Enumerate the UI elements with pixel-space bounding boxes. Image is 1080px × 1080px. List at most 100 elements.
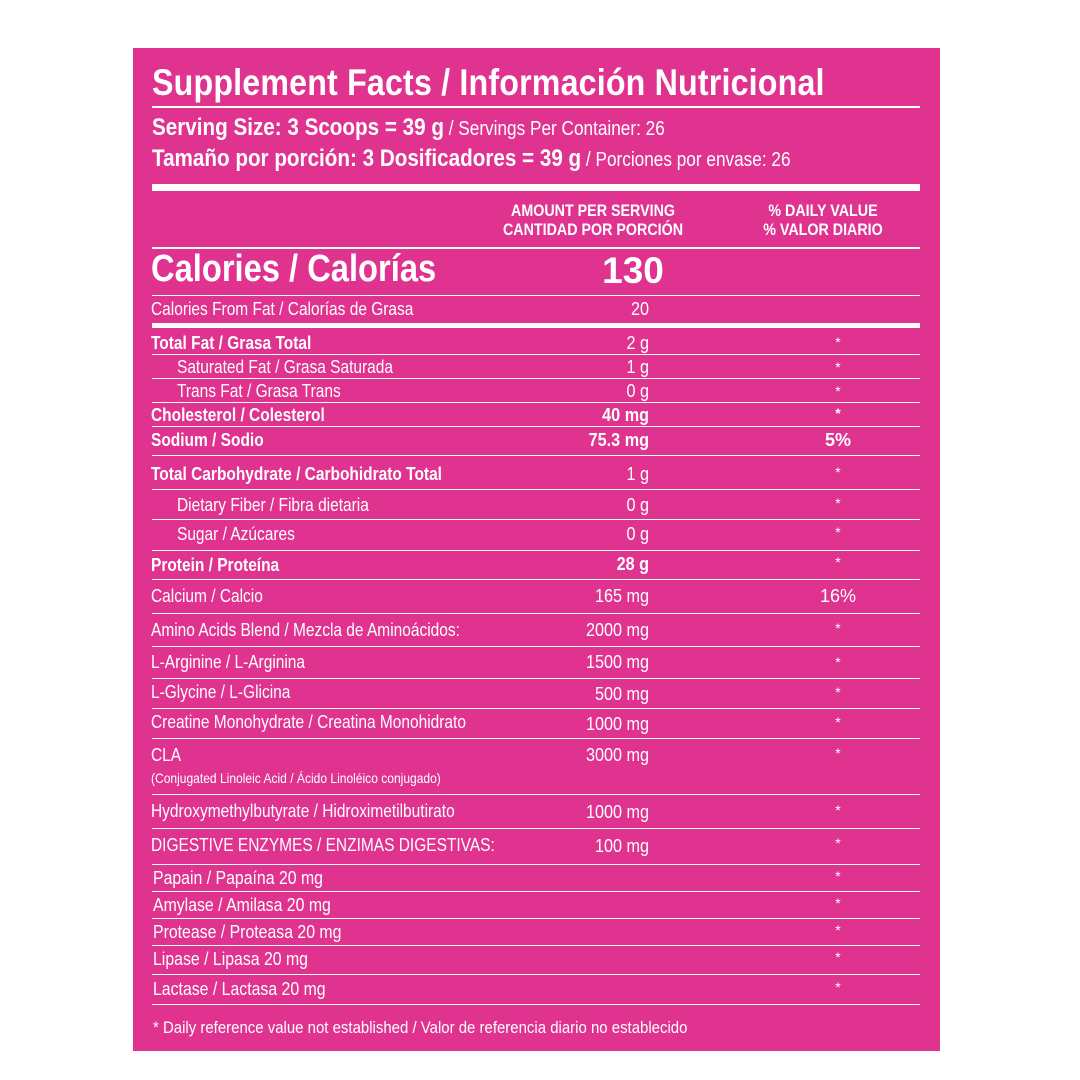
row-divider bbox=[152, 945, 920, 946]
nutrient-dv-amino-blend: * bbox=[835, 620, 841, 636]
row-divider bbox=[152, 646, 920, 647]
row-divider bbox=[152, 738, 920, 739]
nutrient-label-protein: Protein / Proteína bbox=[151, 555, 280, 575]
serving-size-en: Serving Size: 3 Scoops = 39 g / Servings… bbox=[152, 114, 665, 142]
dv-header-en: % DAILY VALUE bbox=[768, 201, 878, 220]
nutrient-amount-sodium: 75.3 mg bbox=[588, 430, 649, 450]
nutrient-label-sugar: Sugar / Azúcares bbox=[177, 524, 295, 544]
enzyme-label-lactase: Lactase / Lactasa 20 mg bbox=[153, 979, 326, 999]
serving-size-en-bold: Serving Size: 3 Scoops = 39 g bbox=[152, 114, 444, 141]
nutrient-label-hmb: Hydroxymethylbutyrate / Hidroximetilbuti… bbox=[151, 801, 455, 821]
nutrient-amount-digestive-enzymes: 100 mg bbox=[594, 836, 649, 856]
bottom-rule bbox=[152, 1004, 920, 1005]
nutrient-label-digestive-enzymes: DIGESTIVE ENZYMES / ENZIMAS DIGESTIVAS: bbox=[151, 835, 495, 855]
row-divider bbox=[152, 579, 920, 580]
row-divider bbox=[152, 402, 920, 403]
nutrient-amount-sugar: 0 g bbox=[626, 524, 649, 544]
amount-header-es: CANTIDAD POR PORCIÓN bbox=[502, 220, 684, 239]
nutrient-dv-l-glycine: * bbox=[835, 684, 841, 700]
nutrient-label-total-carbohydrate: Total Carbohydrate / Carbohidrato Total bbox=[151, 464, 442, 484]
nutrient-amount-l-glycine: 500 mg bbox=[594, 684, 649, 704]
calories-value: 130 bbox=[602, 250, 664, 291]
panel-title: Supplement Facts / Información Nutricion… bbox=[152, 62, 825, 103]
nutrient-label-amino-blend: Amino Acids Blend / Mezcla de Aminoácido… bbox=[151, 620, 460, 640]
row-divider bbox=[152, 550, 920, 551]
nutrient-label-total-fat: Total Fat / Grasa Total bbox=[151, 333, 312, 353]
row-divider bbox=[152, 974, 920, 975]
calories-from-fat-value: 20 bbox=[630, 299, 649, 319]
nutrient-dv-calcium: 16% bbox=[819, 586, 857, 606]
row-divider bbox=[152, 678, 920, 679]
nutrient-label-calcium: Calcium / Calcio bbox=[151, 586, 263, 606]
nutrient-amount-cla: 3000 mg bbox=[585, 745, 649, 765]
nutrient-amount-total-fat: 2 g bbox=[626, 333, 649, 353]
row-divider bbox=[152, 489, 920, 490]
nutrient-amount-l-arginine: 1500 mg bbox=[585, 652, 649, 672]
nutrient-label-l-glycine: L-Glycine / L-Glicina bbox=[151, 682, 291, 702]
serving-size-es: Tamaño por porción: 3 Dosificadores = 39… bbox=[152, 145, 791, 173]
enzyme-dv-lactase: * bbox=[835, 979, 841, 995]
row-divider bbox=[152, 354, 920, 355]
nutrient-label-trans-fat: Trans Fat / Grasa Trans bbox=[177, 381, 341, 401]
title-rule bbox=[152, 106, 920, 108]
amount-header-en: AMOUNT PER SERVING bbox=[511, 201, 675, 220]
nutrient-amount-creatine: 1000 mg bbox=[585, 714, 649, 734]
nutrient-amount-amino-blend: 2000 mg bbox=[585, 620, 649, 640]
serving-size-es-bold: Tamaño por porción: 3 Dosificadores = 39… bbox=[152, 145, 582, 172]
servings-per-container-es: / Porciones por envase: 26 bbox=[581, 149, 791, 171]
nutrient-dv-total-fat: * bbox=[835, 334, 841, 350]
nutrient-dv-saturated-fat: * bbox=[835, 359, 841, 375]
row-divider bbox=[152, 455, 920, 456]
nutrient-amount-saturated-fat: 1 g bbox=[626, 357, 649, 377]
nutrient-dv-cla: * bbox=[835, 745, 841, 761]
enzyme-dv-protease: * bbox=[835, 922, 841, 938]
servings-per-container-en: / Servings Per Container: 26 bbox=[443, 118, 665, 140]
row-divider bbox=[152, 426, 920, 427]
nutrient-dv-creatine: * bbox=[835, 714, 841, 730]
row-divider bbox=[152, 378, 920, 379]
nutrient-amount-trans-fat: 0 g bbox=[626, 381, 649, 401]
nutrient-dv-dietary-fiber: * bbox=[835, 495, 841, 511]
nutrient-label-sodium: Sodium / Sodio bbox=[151, 430, 264, 450]
nutrient-amount-dietary-fiber: 0 g bbox=[626, 495, 649, 515]
enzyme-dv-papain: * bbox=[835, 868, 841, 884]
nutrient-dv-l-arginine: * bbox=[835, 654, 841, 670]
calories-from-fat-label: Calories From Fat / Calorías de Grasa bbox=[151, 299, 414, 319]
nutrient-label-saturated-fat: Saturated Fat / Grasa Saturada bbox=[177, 357, 393, 377]
nutrient-dv-total-carbohydrate: * bbox=[835, 464, 841, 480]
row-divider bbox=[152, 794, 920, 795]
row-divider bbox=[152, 891, 920, 892]
enzyme-dv-amylase: * bbox=[835, 895, 841, 911]
row-divider bbox=[152, 918, 920, 919]
header-rule bbox=[152, 247, 920, 249]
calories-label: Calories / Calorías bbox=[151, 248, 437, 290]
nutrient-amount-cholesterol: 40 mg bbox=[602, 405, 649, 425]
nutrient-amount-calcium: 165 mg bbox=[594, 586, 649, 606]
calories-thick-rule bbox=[152, 323, 920, 328]
enzyme-label-amylase: Amylase / Amilasa 20 mg bbox=[153, 895, 331, 915]
nutrient-amount-total-carbohydrate: 1 g bbox=[626, 464, 649, 484]
nutrient-dv-trans-fat: * bbox=[835, 383, 841, 399]
row-divider bbox=[152, 828, 920, 829]
enzyme-dv-lipase: * bbox=[835, 949, 841, 965]
footnote: * Daily reference value not established … bbox=[153, 1018, 688, 1037]
amount-per-serving-header: AMOUNT PER SERVING CANTIDAD POR PORCIÓN bbox=[492, 201, 694, 239]
row-divider bbox=[152, 864, 920, 865]
nutrient-label-dietary-fiber: Dietary Fiber / Fibra dietaria bbox=[177, 495, 369, 515]
daily-value-header: % DAILY VALUE % VALOR DIARIO bbox=[743, 201, 903, 239]
nutrient-amount-protein: 28 g bbox=[616, 554, 649, 574]
enzyme-label-lipase: Lipase / Lipasa 20 mg bbox=[153, 949, 308, 969]
nutrient-dv-digestive-enzymes: * bbox=[835, 835, 841, 851]
nutrient-amount-hmb: 1000 mg bbox=[585, 802, 649, 822]
dv-header-es: % VALOR DIARIO bbox=[763, 220, 883, 239]
supplement-facts-panel: Supplement Facts / Información Nutricion… bbox=[133, 48, 940, 1051]
nutrient-dv-cholesterol: * bbox=[835, 405, 841, 421]
nutrient-dv-sodium: 5% bbox=[824, 430, 851, 450]
nutrient-label-cholesterol: Cholesterol / Colesterol bbox=[151, 405, 325, 425]
nutrient-label-l-arginine: L-Arginine / L-Arginina bbox=[151, 652, 306, 672]
nutrient-dv-protein: * bbox=[835, 554, 841, 570]
nutrient-sub-cla: (Conjugated Linoleic Acid / Ácido Linolé… bbox=[151, 770, 441, 786]
row-divider bbox=[152, 708, 920, 709]
row-divider bbox=[152, 519, 920, 520]
nutrient-dv-hmb: * bbox=[835, 802, 841, 818]
